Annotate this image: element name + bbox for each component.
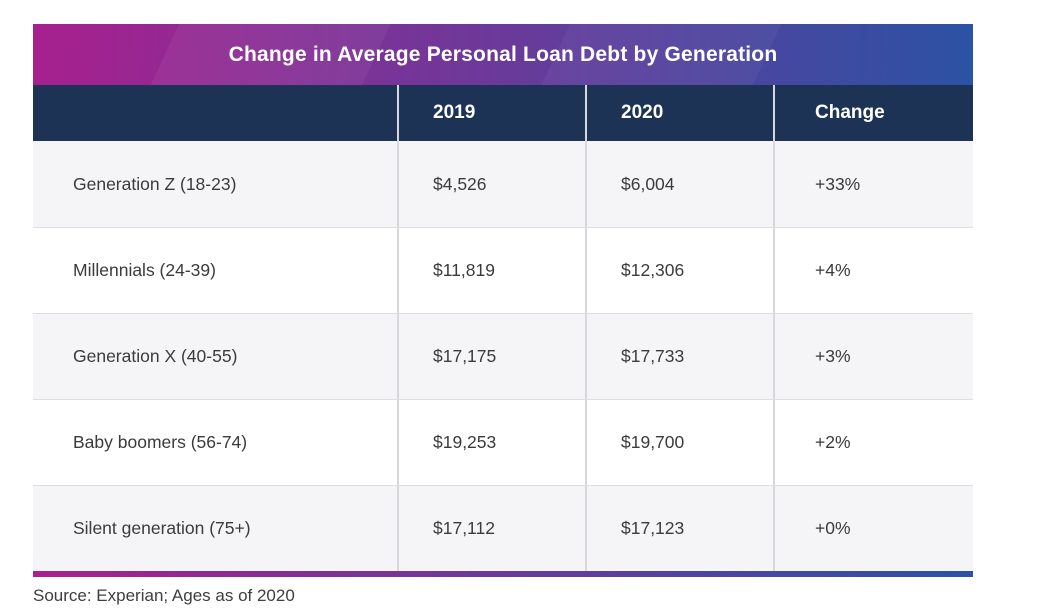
- column-header-row: 2019 2020 Change: [33, 85, 973, 141]
- table-title-banner: Change in Average Personal Loan Debt by …: [33, 24, 973, 85]
- value-change: +3%: [773, 314, 973, 399]
- value-2020: $17,733: [585, 314, 773, 399]
- value-2019: $17,175: [397, 314, 585, 399]
- value-2019: $4,526: [397, 141, 585, 227]
- table-row-baby-boomers: Baby boomers (56-74) $19,253 $19,700 +2%: [33, 399, 973, 485]
- value-2019: $11,819: [397, 228, 585, 313]
- row-label: Generation X (40-55): [73, 346, 238, 366]
- row-label: Millennials (24-39): [73, 260, 216, 280]
- row-label: Generation Z (18-23): [73, 173, 237, 194]
- table-row-gen-z: Generation Z (18-23) $4,526 $6,004 +33%: [33, 141, 973, 227]
- value-change: +2%: [773, 400, 973, 485]
- value-2020: $6,004: [585, 141, 773, 227]
- bottom-gradient-bar: [33, 571, 973, 577]
- row-label: Baby boomers (56-74): [73, 432, 248, 452]
- value-change: +0%: [773, 486, 973, 571]
- value-change: +4%: [773, 228, 973, 313]
- column-header-2020: 2020: [585, 85, 773, 141]
- column-header-change: Change: [773, 85, 973, 141]
- value-2020: $17,123: [585, 486, 773, 571]
- row-label: Silent generation (75+): [73, 518, 251, 538]
- value-2019: $17,112: [397, 486, 585, 571]
- table-row-millennials: Millennials (24-39) $11,819 $12,306 +4%: [33, 227, 973, 313]
- column-header-generation: [33, 85, 397, 141]
- value-change: +33%: [773, 141, 973, 227]
- loan-debt-table: Change in Average Personal Loan Debt by …: [33, 24, 973, 606]
- source-attribution: Source: Experian; Ages as of 2020: [33, 586, 295, 605]
- table-row-gen-x: Generation X (40-55) $17,175 $17,733 +3%: [33, 313, 973, 399]
- value-2020: $19,700: [585, 400, 773, 485]
- table-title: Change in Average Personal Loan Debt by …: [228, 42, 778, 66]
- value-2020: $12,306: [585, 228, 773, 313]
- table-row-silent-generation: Silent generation (75+) $17,112 $17,123 …: [33, 485, 973, 571]
- column-header-2019: 2019: [397, 85, 585, 141]
- value-2019: $19,253: [397, 400, 585, 485]
